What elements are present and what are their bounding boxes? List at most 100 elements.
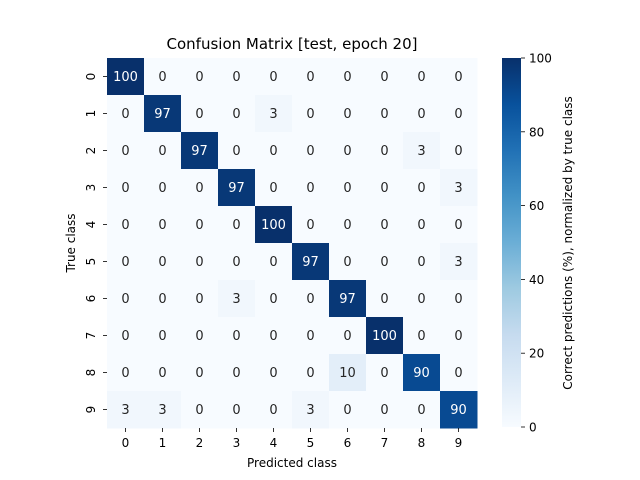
heatmap-cell xyxy=(107,58,145,96)
heatmap-cell-label: 97 xyxy=(191,144,208,159)
heatmap-cell xyxy=(440,354,478,392)
heatmap-cell-label: 0 xyxy=(158,181,166,196)
heatmap-cell xyxy=(181,280,219,318)
heatmap-cell-label: 0 xyxy=(306,144,314,159)
heatmap-cell xyxy=(292,132,330,170)
heatmap-cell-label: 100 xyxy=(113,70,138,85)
heatmap-cell xyxy=(366,280,404,318)
heatmap-cell-label: 0 xyxy=(121,366,129,381)
y-tick-label: 2 xyxy=(84,147,98,155)
heatmap-cell-label: 0 xyxy=(195,181,203,196)
heatmap-cell-label: 0 xyxy=(306,107,314,122)
colorbar-ticks: 0 20 40 60 80 100 xyxy=(521,52,552,435)
heatmap-cell xyxy=(329,58,367,96)
heatmap-cell-label: 0 xyxy=(343,107,351,122)
heatmap-cell xyxy=(292,169,330,207)
heatmap-cell xyxy=(440,317,478,355)
heatmap-cell-label: 0 xyxy=(195,403,203,418)
x-tick-label: 6 xyxy=(344,436,352,450)
heatmap-cell xyxy=(292,280,330,318)
heatmap-cell-label: 0 xyxy=(454,329,462,344)
heatmap-cell-label: 0 xyxy=(269,403,277,418)
heatmap-cell-label: 0 xyxy=(121,255,129,270)
heatmap-cell xyxy=(218,132,256,170)
heatmap-cell xyxy=(181,391,219,429)
heatmap-cell xyxy=(181,206,219,244)
heatmap-cell-label: 100 xyxy=(372,329,397,344)
heatmap-cell xyxy=(292,58,330,96)
heatmap-cell-label: 0 xyxy=(343,218,351,233)
x-tick-label: 3 xyxy=(233,436,241,450)
x-tick-label: 5 xyxy=(307,436,315,450)
heatmap-cell xyxy=(329,354,367,392)
heatmap-cell xyxy=(107,391,145,429)
heatmap-cell xyxy=(329,391,367,429)
x-tick-label: 2 xyxy=(196,436,204,450)
heatmap-cell xyxy=(366,58,404,96)
x-tick-label: 0 xyxy=(122,436,130,450)
x-axis-ticks: 0 1 2 3 4 5 6 7 8 9 xyxy=(122,428,462,450)
heatmap-cell-label: 90 xyxy=(413,366,430,381)
heatmap-cell-label: 10 xyxy=(339,366,356,381)
heatmap-cell-label: 0 xyxy=(232,366,240,381)
heatmap-cell xyxy=(366,95,404,133)
heatmap-cell xyxy=(255,58,293,96)
heatmap-cell-label: 0 xyxy=(121,292,129,307)
heatmap-cell-label: 0 xyxy=(454,292,462,307)
heatmap-cell xyxy=(218,317,256,355)
heatmap-cell xyxy=(107,132,145,170)
heatmap-cell xyxy=(329,206,367,244)
heatmap-cell xyxy=(440,206,478,244)
heatmap-cell-label: 0 xyxy=(121,181,129,196)
heatmap-cell xyxy=(292,317,330,355)
heatmap-cell-label: 0 xyxy=(269,181,277,196)
heatmap-cell xyxy=(366,206,404,244)
heatmap-cell-label: 0 xyxy=(195,255,203,270)
heatmap-cell-label: 3 xyxy=(417,144,425,159)
heatmap-cell xyxy=(144,169,182,207)
heatmap-cell xyxy=(144,206,182,244)
y-tick-label: 8 xyxy=(84,369,98,377)
heatmap-cell-label: 0 xyxy=(195,107,203,122)
heatmap-cell-label: 0 xyxy=(269,70,277,85)
heatmap-cell xyxy=(403,391,441,429)
y-tick-label: 1 xyxy=(84,110,98,118)
heatmap-cell xyxy=(440,95,478,133)
heatmap-cell-label: 0 xyxy=(343,329,351,344)
heatmap-cell-label: 0 xyxy=(454,144,462,159)
heatmap-cell xyxy=(255,132,293,170)
heatmap-cell xyxy=(255,206,293,244)
heatmap-cell-label: 0 xyxy=(417,181,425,196)
heatmap-cell-label: 0 xyxy=(454,366,462,381)
heatmap-cell-label: 0 xyxy=(380,403,388,418)
heatmap-cell xyxy=(255,169,293,207)
heatmap-cell-label: 0 xyxy=(306,292,314,307)
x-tick-label: 7 xyxy=(381,436,389,450)
heatmap-cell-label: 0 xyxy=(269,329,277,344)
heatmap-cell-label: 0 xyxy=(380,292,388,307)
heatmap-cell-label: 0 xyxy=(158,366,166,381)
heatmap-cell xyxy=(255,95,293,133)
y-tick-label: 4 xyxy=(84,221,98,229)
heatmap-cell xyxy=(366,391,404,429)
heatmap-cell-label: 0 xyxy=(121,218,129,233)
heatmap-cell-label: 0 xyxy=(454,107,462,122)
heatmap-cell xyxy=(144,58,182,96)
x-axis-label: Predicted class xyxy=(247,456,337,470)
heatmap-cell-label: 0 xyxy=(343,181,351,196)
heatmap-cell xyxy=(181,354,219,392)
heatmap-cell-label: 0 xyxy=(343,255,351,270)
heatmap-cell-label: 90 xyxy=(450,403,467,418)
y-tick-label: 5 xyxy=(84,258,98,266)
colorbar: 0 20 40 60 80 100 Correct predictions (%), no… xyxy=(502,52,575,435)
x-tick-label: 4 xyxy=(270,436,278,450)
heatmap-cell-label: 0 xyxy=(232,107,240,122)
heatmap-cell xyxy=(255,354,293,392)
heatmap-cell-label: 0 xyxy=(195,218,203,233)
heatmap-cell xyxy=(403,243,441,281)
heatmap-cell-label: 3 xyxy=(306,403,314,418)
heatmap-cell xyxy=(144,95,182,133)
heatmap-cell xyxy=(218,206,256,244)
heatmap-cell-label: 0 xyxy=(306,181,314,196)
